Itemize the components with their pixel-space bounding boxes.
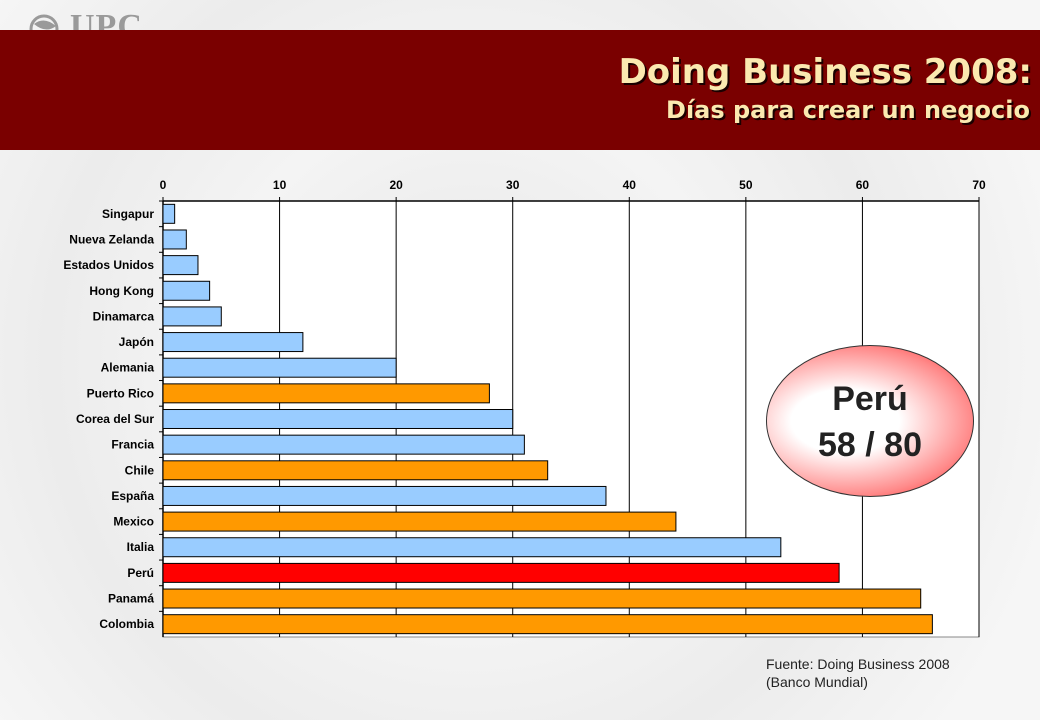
category-label: Hong Kong — [89, 284, 154, 298]
x-tick-label: 50 — [739, 178, 753, 192]
category-label: Dinamarca — [93, 309, 155, 323]
slide-subtitle: Días para crear un negocio — [666, 96, 1030, 124]
bar — [162, 332, 304, 353]
bar — [162, 306, 222, 327]
bar — [162, 460, 549, 481]
bar — [162, 537, 782, 558]
title-banner — [0, 30, 1040, 150]
bar — [162, 588, 922, 609]
bar — [162, 562, 840, 583]
category-label: Nueva Zelanda — [69, 232, 154, 246]
badge-rank: 58 / 80 — [818, 426, 922, 464]
category-label: España — [111, 489, 154, 503]
x-tick-label: 20 — [389, 178, 403, 192]
bar — [162, 485, 607, 506]
category-label: Puerto Rico — [87, 386, 154, 400]
x-tick-label: 40 — [623, 178, 637, 192]
category-label: Japón — [119, 335, 154, 349]
x-tick-label: 60 — [856, 178, 870, 192]
category-label: Panamá — [108, 592, 154, 606]
bar — [162, 409, 514, 429]
bar — [162, 255, 199, 276]
category-label: Singapur — [102, 207, 154, 221]
bar — [162, 614, 933, 635]
bar — [162, 434, 525, 455]
slide-title: Doing Business 2008: — [618, 52, 1032, 92]
bar — [162, 229, 187, 250]
bar — [162, 203, 176, 224]
x-tick-label: 30 — [506, 178, 520, 192]
category-label: Perú — [127, 566, 154, 580]
bar — [162, 383, 490, 404]
bar — [162, 511, 677, 532]
category-label: Corea del Sur — [76, 412, 154, 426]
source-line-1: Fuente: Doing Business 2008 — [766, 656, 950, 672]
category-label: Francia — [111, 438, 154, 452]
bar — [162, 357, 397, 378]
badge-country: Perú — [832, 380, 908, 418]
category-label: Alemania — [101, 361, 155, 375]
source-note: Fuente: Doing Business 2008 (Banco Mundi… — [766, 655, 950, 691]
category-label: Italia — [127, 540, 155, 554]
peru-rank-badge: Perú 58 / 80 — [766, 345, 974, 497]
x-tick-label: 10 — [273, 178, 287, 192]
x-tick-label: 70 — [972, 178, 986, 192]
x-tick-label: 0 — [160, 178, 167, 192]
category-label: Estados Unidos — [63, 258, 154, 272]
category-label: Mexico — [113, 515, 154, 529]
category-label: Chile — [125, 463, 155, 477]
bar — [162, 280, 211, 301]
bar-chart: 0 10 20 30 40 50 60 70 Singapur Nueva Zelanda Esta… — [63, 178, 986, 638]
source-line-2: (Banco Mundial) — [766, 674, 868, 690]
category-label: Colombia — [99, 617, 154, 631]
